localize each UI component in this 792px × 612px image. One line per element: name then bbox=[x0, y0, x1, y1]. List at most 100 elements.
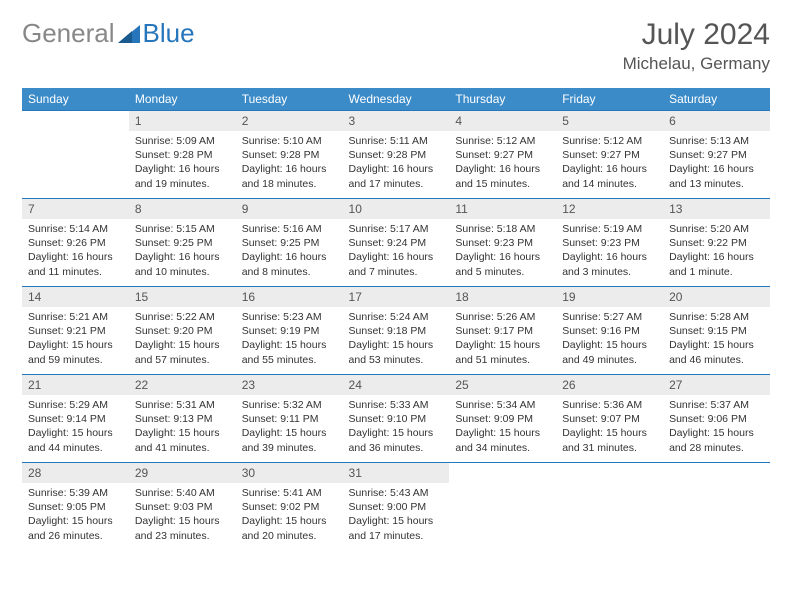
sunset-line: Sunset: 9:20 PM bbox=[135, 324, 230, 338]
sunset-line: Sunset: 9:27 PM bbox=[562, 148, 657, 162]
month-year: July 2024 bbox=[623, 18, 770, 52]
daylight-line: Daylight: 16 hours and 7 minutes. bbox=[349, 250, 444, 278]
day-details: Sunrise: 5:28 AMSunset: 9:15 PMDaylight:… bbox=[663, 307, 770, 373]
day-details: Sunrise: 5:41 AMSunset: 9:02 PMDaylight:… bbox=[236, 483, 343, 549]
sunset-line: Sunset: 9:09 PM bbox=[455, 412, 550, 426]
day-details: Sunrise: 5:22 AMSunset: 9:20 PMDaylight:… bbox=[129, 307, 236, 373]
sunset-line: Sunset: 9:13 PM bbox=[135, 412, 230, 426]
sunrise-line: Sunrise: 5:33 AM bbox=[349, 398, 444, 412]
day-details: Sunrise: 5:20 AMSunset: 9:22 PMDaylight:… bbox=[663, 219, 770, 285]
day-details: Sunrise: 5:34 AMSunset: 9:09 PMDaylight:… bbox=[449, 395, 556, 461]
sunset-line: Sunset: 9:16 PM bbox=[562, 324, 657, 338]
weekday-header: Sunday bbox=[22, 88, 129, 111]
sunrise-line: Sunrise: 5:27 AM bbox=[562, 310, 657, 324]
sunrise-line: Sunrise: 5:22 AM bbox=[135, 310, 230, 324]
daylight-line: Daylight: 15 hours and 44 minutes. bbox=[28, 426, 123, 454]
daylight-line: Daylight: 16 hours and 13 minutes. bbox=[669, 162, 764, 190]
day-number: 8 bbox=[129, 199, 236, 219]
calendar-cell: 14Sunrise: 5:21 AMSunset: 9:21 PMDayligh… bbox=[22, 287, 129, 375]
location: Michelau, Germany bbox=[623, 54, 770, 74]
sunset-line: Sunset: 9:24 PM bbox=[349, 236, 444, 250]
calendar-cell: 8Sunrise: 5:15 AMSunset: 9:25 PMDaylight… bbox=[129, 199, 236, 287]
day-details: Sunrise: 5:13 AMSunset: 9:27 PMDaylight:… bbox=[663, 131, 770, 197]
day-details: Sunrise: 5:24 AMSunset: 9:18 PMDaylight:… bbox=[343, 307, 450, 373]
sunrise-line: Sunrise: 5:12 AM bbox=[562, 134, 657, 148]
weekday-header: Saturday bbox=[663, 88, 770, 111]
sunset-line: Sunset: 9:21 PM bbox=[28, 324, 123, 338]
sunrise-line: Sunrise: 5:14 AM bbox=[28, 222, 123, 236]
sunset-line: Sunset: 9:17 PM bbox=[455, 324, 550, 338]
sunset-line: Sunset: 9:26 PM bbox=[28, 236, 123, 250]
sunrise-line: Sunrise: 5:41 AM bbox=[242, 486, 337, 500]
daylight-line: Daylight: 15 hours and 55 minutes. bbox=[242, 338, 337, 366]
sunrise-line: Sunrise: 5:28 AM bbox=[669, 310, 764, 324]
calendar-cell: 31Sunrise: 5:43 AMSunset: 9:00 PMDayligh… bbox=[343, 463, 450, 551]
sunrise-line: Sunrise: 5:12 AM bbox=[455, 134, 550, 148]
sunset-line: Sunset: 9:25 PM bbox=[135, 236, 230, 250]
daylight-line: Daylight: 15 hours and 46 minutes. bbox=[669, 338, 764, 366]
day-number: 31 bbox=[343, 463, 450, 483]
daylight-line: Daylight: 15 hours and 31 minutes. bbox=[562, 426, 657, 454]
sunrise-line: Sunrise: 5:13 AM bbox=[669, 134, 764, 148]
calendar-cell: 20Sunrise: 5:28 AMSunset: 9:15 PMDayligh… bbox=[663, 287, 770, 375]
calendar-cell: 30Sunrise: 5:41 AMSunset: 9:02 PMDayligh… bbox=[236, 463, 343, 551]
weekday-header-row: Sunday Monday Tuesday Wednesday Thursday… bbox=[22, 88, 770, 111]
sunrise-line: Sunrise: 5:34 AM bbox=[455, 398, 550, 412]
day-number: 21 bbox=[22, 375, 129, 395]
daylight-line: Daylight: 16 hours and 15 minutes. bbox=[455, 162, 550, 190]
calendar-cell: 3Sunrise: 5:11 AMSunset: 9:28 PMDaylight… bbox=[343, 111, 450, 199]
calendar-cell: 24Sunrise: 5:33 AMSunset: 9:10 PMDayligh… bbox=[343, 375, 450, 463]
sunrise-line: Sunrise: 5:10 AM bbox=[242, 134, 337, 148]
calendar-row: 14Sunrise: 5:21 AMSunset: 9:21 PMDayligh… bbox=[22, 287, 770, 375]
sunrise-line: Sunrise: 5:19 AM bbox=[562, 222, 657, 236]
calendar-cell: 12Sunrise: 5:19 AMSunset: 9:23 PMDayligh… bbox=[556, 199, 663, 287]
sunset-line: Sunset: 9:11 PM bbox=[242, 412, 337, 426]
day-details: Sunrise: 5:09 AMSunset: 9:28 PMDaylight:… bbox=[129, 131, 236, 197]
sunset-line: Sunset: 9:06 PM bbox=[669, 412, 764, 426]
calendar-cell: 23Sunrise: 5:32 AMSunset: 9:11 PMDayligh… bbox=[236, 375, 343, 463]
sunset-line: Sunset: 9:02 PM bbox=[242, 500, 337, 514]
daylight-line: Daylight: 16 hours and 10 minutes. bbox=[135, 250, 230, 278]
sunrise-line: Sunrise: 5:43 AM bbox=[349, 486, 444, 500]
calendar-cell: 17Sunrise: 5:24 AMSunset: 9:18 PMDayligh… bbox=[343, 287, 450, 375]
day-number: 22 bbox=[129, 375, 236, 395]
sunset-line: Sunset: 9:18 PM bbox=[349, 324, 444, 338]
sunset-line: Sunset: 9:07 PM bbox=[562, 412, 657, 426]
sunrise-line: Sunrise: 5:32 AM bbox=[242, 398, 337, 412]
day-number: 28 bbox=[22, 463, 129, 483]
daylight-line: Daylight: 15 hours and 28 minutes. bbox=[669, 426, 764, 454]
calendar-row: 1Sunrise: 5:09 AMSunset: 9:28 PMDaylight… bbox=[22, 111, 770, 199]
daylight-line: Daylight: 16 hours and 17 minutes. bbox=[349, 162, 444, 190]
sunrise-line: Sunrise: 5:18 AM bbox=[455, 222, 550, 236]
daylight-line: Daylight: 15 hours and 23 minutes. bbox=[135, 514, 230, 542]
day-number: 20 bbox=[663, 287, 770, 307]
day-details: Sunrise: 5:14 AMSunset: 9:26 PMDaylight:… bbox=[22, 219, 129, 285]
sunrise-line: Sunrise: 5:21 AM bbox=[28, 310, 123, 324]
daylight-line: Daylight: 15 hours and 59 minutes. bbox=[28, 338, 123, 366]
sunrise-line: Sunrise: 5:31 AM bbox=[135, 398, 230, 412]
sunrise-line: Sunrise: 5:39 AM bbox=[28, 486, 123, 500]
calendar-cell: 10Sunrise: 5:17 AMSunset: 9:24 PMDayligh… bbox=[343, 199, 450, 287]
calendar-cell: 7Sunrise: 5:14 AMSunset: 9:26 PMDaylight… bbox=[22, 199, 129, 287]
calendar-cell: 2Sunrise: 5:10 AMSunset: 9:28 PMDaylight… bbox=[236, 111, 343, 199]
sunrise-line: Sunrise: 5:29 AM bbox=[28, 398, 123, 412]
sunrise-line: Sunrise: 5:37 AM bbox=[669, 398, 764, 412]
day-details: Sunrise: 5:26 AMSunset: 9:17 PMDaylight:… bbox=[449, 307, 556, 373]
day-number: 1 bbox=[129, 111, 236, 131]
calendar-cell bbox=[22, 111, 129, 199]
calendar-row: 21Sunrise: 5:29 AMSunset: 9:14 PMDayligh… bbox=[22, 375, 770, 463]
weekday-header: Friday bbox=[556, 88, 663, 111]
calendar-cell: 9Sunrise: 5:16 AMSunset: 9:25 PMDaylight… bbox=[236, 199, 343, 287]
sunrise-line: Sunrise: 5:24 AM bbox=[349, 310, 444, 324]
day-number: 11 bbox=[449, 199, 556, 219]
day-number: 9 bbox=[236, 199, 343, 219]
calendar-cell: 4Sunrise: 5:12 AMSunset: 9:27 PMDaylight… bbox=[449, 111, 556, 199]
daylight-line: Daylight: 16 hours and 3 minutes. bbox=[562, 250, 657, 278]
day-number: 17 bbox=[343, 287, 450, 307]
weekday-header: Tuesday bbox=[236, 88, 343, 111]
day-number: 15 bbox=[129, 287, 236, 307]
weekday-header: Thursday bbox=[449, 88, 556, 111]
daylight-line: Daylight: 16 hours and 14 minutes. bbox=[562, 162, 657, 190]
calendar-cell: 1Sunrise: 5:09 AMSunset: 9:28 PMDaylight… bbox=[129, 111, 236, 199]
day-details: Sunrise: 5:17 AMSunset: 9:24 PMDaylight:… bbox=[343, 219, 450, 285]
